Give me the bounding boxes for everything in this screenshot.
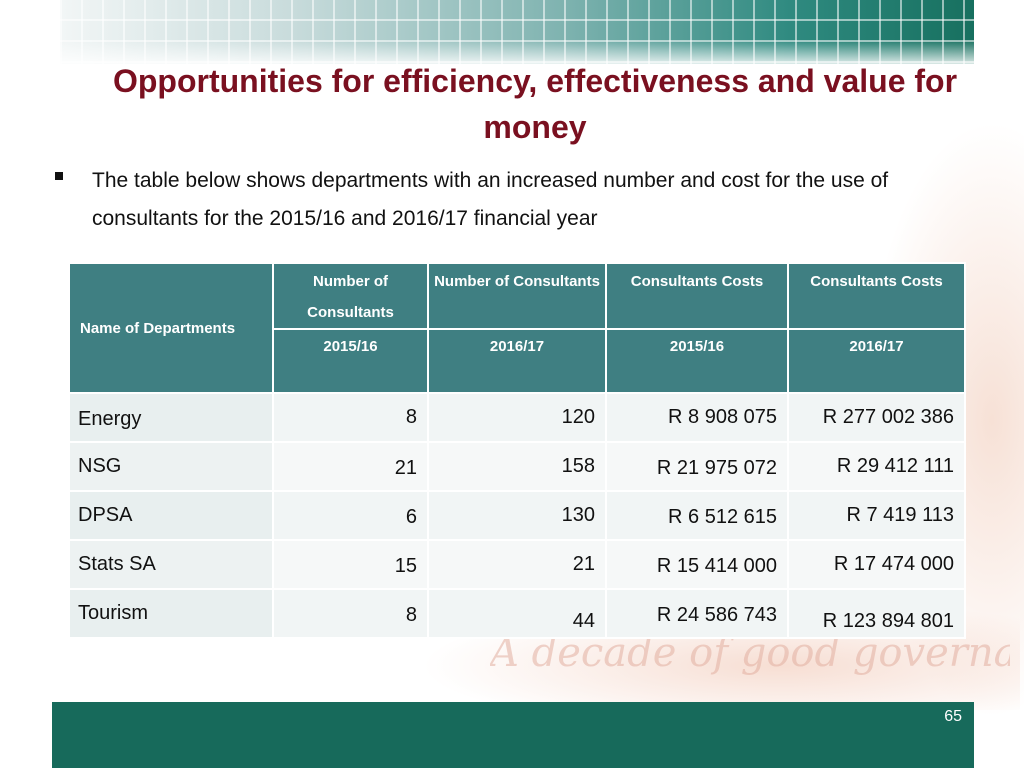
costs-2016: R 277 002 386 <box>787 392 966 443</box>
header-fade <box>60 40 974 66</box>
header-costs-2015: Consultants Costs <box>605 262 789 330</box>
consultants-2015: 8 <box>272 588 429 639</box>
header-name-of-departments: Name of Departments <box>68 262 274 394</box>
table-row: NSG 21 158 R 21 975 072 R 29 412 111 <box>68 441 966 492</box>
department-name: Stats SA <box>68 539 274 590</box>
department-name: NSG <box>68 441 274 492</box>
department-name: Tourism <box>68 588 274 639</box>
bullet-text: The table below shows departments with a… <box>92 169 889 230</box>
consultants-2016: 120 <box>427 392 607 443</box>
consultants-2015: 8 <box>272 392 429 443</box>
header-consultants-2015: Number of Consultants <box>272 262 429 330</box>
header-year-2015-a: 2015/16 <box>272 328 429 394</box>
consultants-2016: 21 <box>427 539 607 590</box>
consultants-2016: 130 <box>427 490 607 541</box>
header-costs-2016: Consultants Costs <box>787 262 966 330</box>
header-year-2016-b: 2016/17 <box>787 328 966 394</box>
consultants-2015: 6 <box>272 490 429 541</box>
consultants-2015: 21 <box>272 441 429 492</box>
table-row: DPSA 6 130 R 6 512 615 R 7 419 113 <box>68 490 966 541</box>
costs-2015: R 21 975 072 <box>605 441 789 492</box>
table-row: Energy 8 120 R 8 908 075 R 277 002 386 <box>68 392 966 443</box>
slide-title: Opportunities for efficiency, effectiven… <box>112 63 958 145</box>
header-consultants-2016: Number of Consultants <box>427 262 607 330</box>
costs-2015: R 8 908 075 <box>605 392 789 443</box>
table-header-row-bottom: 2015/16 2016/17 2015/16 2016/17 <box>69 328 966 394</box>
costs-2015: R 24 586 743 <box>605 588 789 639</box>
costs-2016: R 17 474 000 <box>787 539 966 590</box>
costs-2016: R 123 894 801 <box>787 588 966 639</box>
table-header-row-top: Name of Departments Number of Consultant… <box>68 262 966 394</box>
costs-2015: R 15 414 000 <box>605 539 789 590</box>
footer-band: 65 <box>52 702 974 768</box>
table-row: Stats SA 15 21 R 15 414 000 R 17 474 000 <box>68 539 966 590</box>
consultants-2016: 44 <box>427 588 607 639</box>
page-number: 65 <box>944 708 962 725</box>
department-name: DPSA <box>68 490 274 541</box>
header-year-2016-a: 2016/17 <box>427 328 607 394</box>
costs-2016: R 7 419 113 <box>787 490 966 541</box>
costs-2016: R 29 412 111 <box>787 441 966 492</box>
costs-2015: R 6 512 615 <box>605 490 789 541</box>
table-row: Tourism 8 44 R 24 586 743 R 123 894 801 <box>68 588 966 639</box>
consultants-table: Name of Departments Number of Consultant… <box>68 262 966 639</box>
consultants-2015: 15 <box>272 539 429 590</box>
header-year-2015-b: 2015/16 <box>605 328 789 394</box>
consultants-2016: 158 <box>427 441 607 492</box>
bullet-square-icon <box>55 172 63 180</box>
department-name: Energy <box>68 392 274 443</box>
